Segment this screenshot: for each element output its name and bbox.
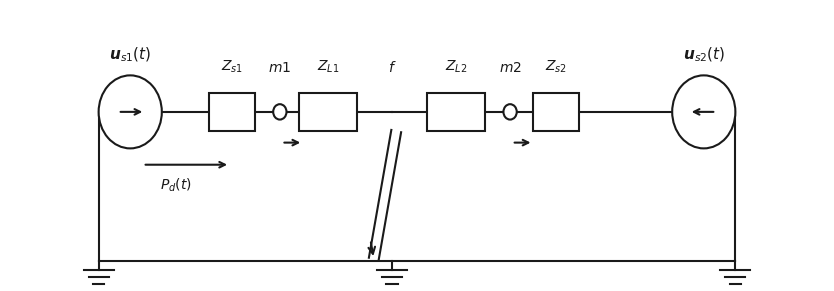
Text: $P_d(t)$: $P_d(t)$ bbox=[160, 176, 192, 194]
Text: $\boldsymbol{u}_{s2}(t)$: $\boldsymbol{u}_{s2}(t)$ bbox=[682, 45, 725, 64]
Circle shape bbox=[98, 75, 162, 148]
Bar bbox=[299, 93, 357, 131]
Text: $Z_{s1}$: $Z_{s1}$ bbox=[221, 59, 244, 75]
Circle shape bbox=[672, 75, 736, 148]
Text: $f$: $f$ bbox=[388, 60, 396, 75]
Bar bbox=[534, 93, 579, 131]
Circle shape bbox=[504, 104, 517, 120]
Text: $Z_{s2}$: $Z_{s2}$ bbox=[545, 59, 567, 75]
Text: $\boldsymbol{u}_{s1}(t)$: $\boldsymbol{u}_{s1}(t)$ bbox=[109, 45, 152, 64]
Text: $Z_{L1}$: $Z_{L1}$ bbox=[317, 59, 339, 75]
Bar bbox=[427, 93, 485, 131]
Text: $m2$: $m2$ bbox=[499, 61, 521, 75]
Bar bbox=[209, 93, 255, 131]
Text: $Z_{L2}$: $Z_{L2}$ bbox=[445, 59, 467, 75]
Circle shape bbox=[274, 104, 287, 120]
Text: $m1$: $m1$ bbox=[269, 61, 291, 75]
